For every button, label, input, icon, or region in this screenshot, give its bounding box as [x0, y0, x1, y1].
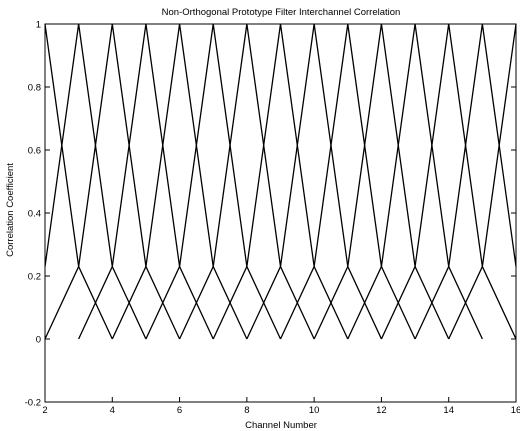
series-line-4 — [78, 23, 214, 340]
series-line-12 — [347, 23, 483, 340]
x-tick-label-12: 12 — [376, 405, 387, 416]
series-line-14 — [414, 23, 517, 340]
y-tick-label-0.4: 0.4 — [28, 209, 41, 220]
series-line-7 — [178, 23, 315, 340]
x-tick-label-2: 2 — [42, 405, 47, 416]
x-tick-label-4: 4 — [110, 405, 115, 416]
y-tick-label-0.2: 0.2 — [28, 272, 41, 283]
series-line-2 — [44, 23, 147, 340]
y-axis-label: Correlation Coefficient — [5, 163, 16, 257]
series-line-5 — [111, 23, 248, 340]
series-line-8 — [212, 23, 349, 340]
chart-title: Non-Orthogonal Prototype Filter Intercha… — [162, 7, 401, 18]
y-tick-label-0: 0 — [36, 335, 41, 346]
y-tick-label-1: 1 — [36, 20, 41, 31]
plot-area: 2 4 6 8 10 12 14 16 -0.2 0 0.2 0.4 0.6 0.8 1 — [25, 20, 520, 417]
x-tick-label-10: 10 — [309, 405, 320, 416]
series-line-3 — [44, 23, 181, 340]
plot-frame — [44, 23, 517, 403]
y-tick-label--0.2: -0.2 — [25, 398, 41, 409]
y-tick-label-0.8: 0.8 — [28, 83, 41, 94]
series-line-11 — [313, 23, 450, 340]
x-tick-label-6: 6 — [177, 405, 182, 416]
x-tick-label-16: 16 — [511, 405, 520, 416]
x-tick-label-8: 8 — [244, 405, 249, 416]
series-line-13 — [380, 23, 517, 340]
series-line-15 — [448, 23, 517, 340]
x-tick-label-14: 14 — [443, 405, 454, 416]
x-axis-label: Channel Number — [245, 420, 317, 431]
series-line-10 — [279, 23, 416, 340]
series-line-9 — [246, 23, 383, 340]
series-line-6 — [145, 23, 282, 340]
y-tick-label-0.6: 0.6 — [28, 146, 41, 157]
series-line-1 — [44, 23, 113, 340]
